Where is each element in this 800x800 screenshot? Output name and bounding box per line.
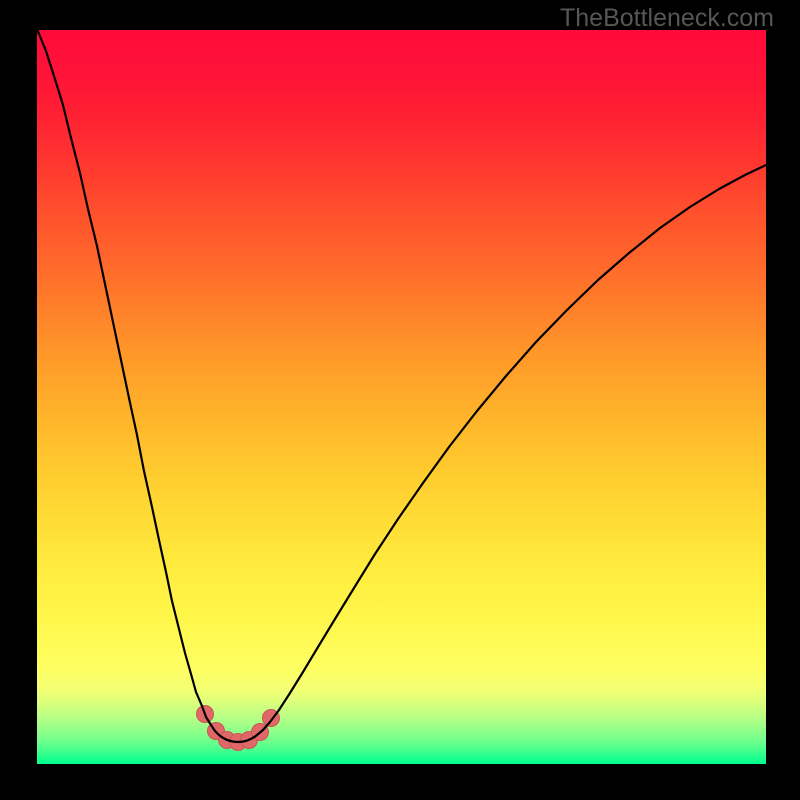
watermark-attribution: TheBottleneck.com (560, 4, 774, 33)
chart-svg-layer (0, 0, 800, 800)
chart-plot-area (37, 30, 766, 764)
marker-group (197, 706, 280, 751)
